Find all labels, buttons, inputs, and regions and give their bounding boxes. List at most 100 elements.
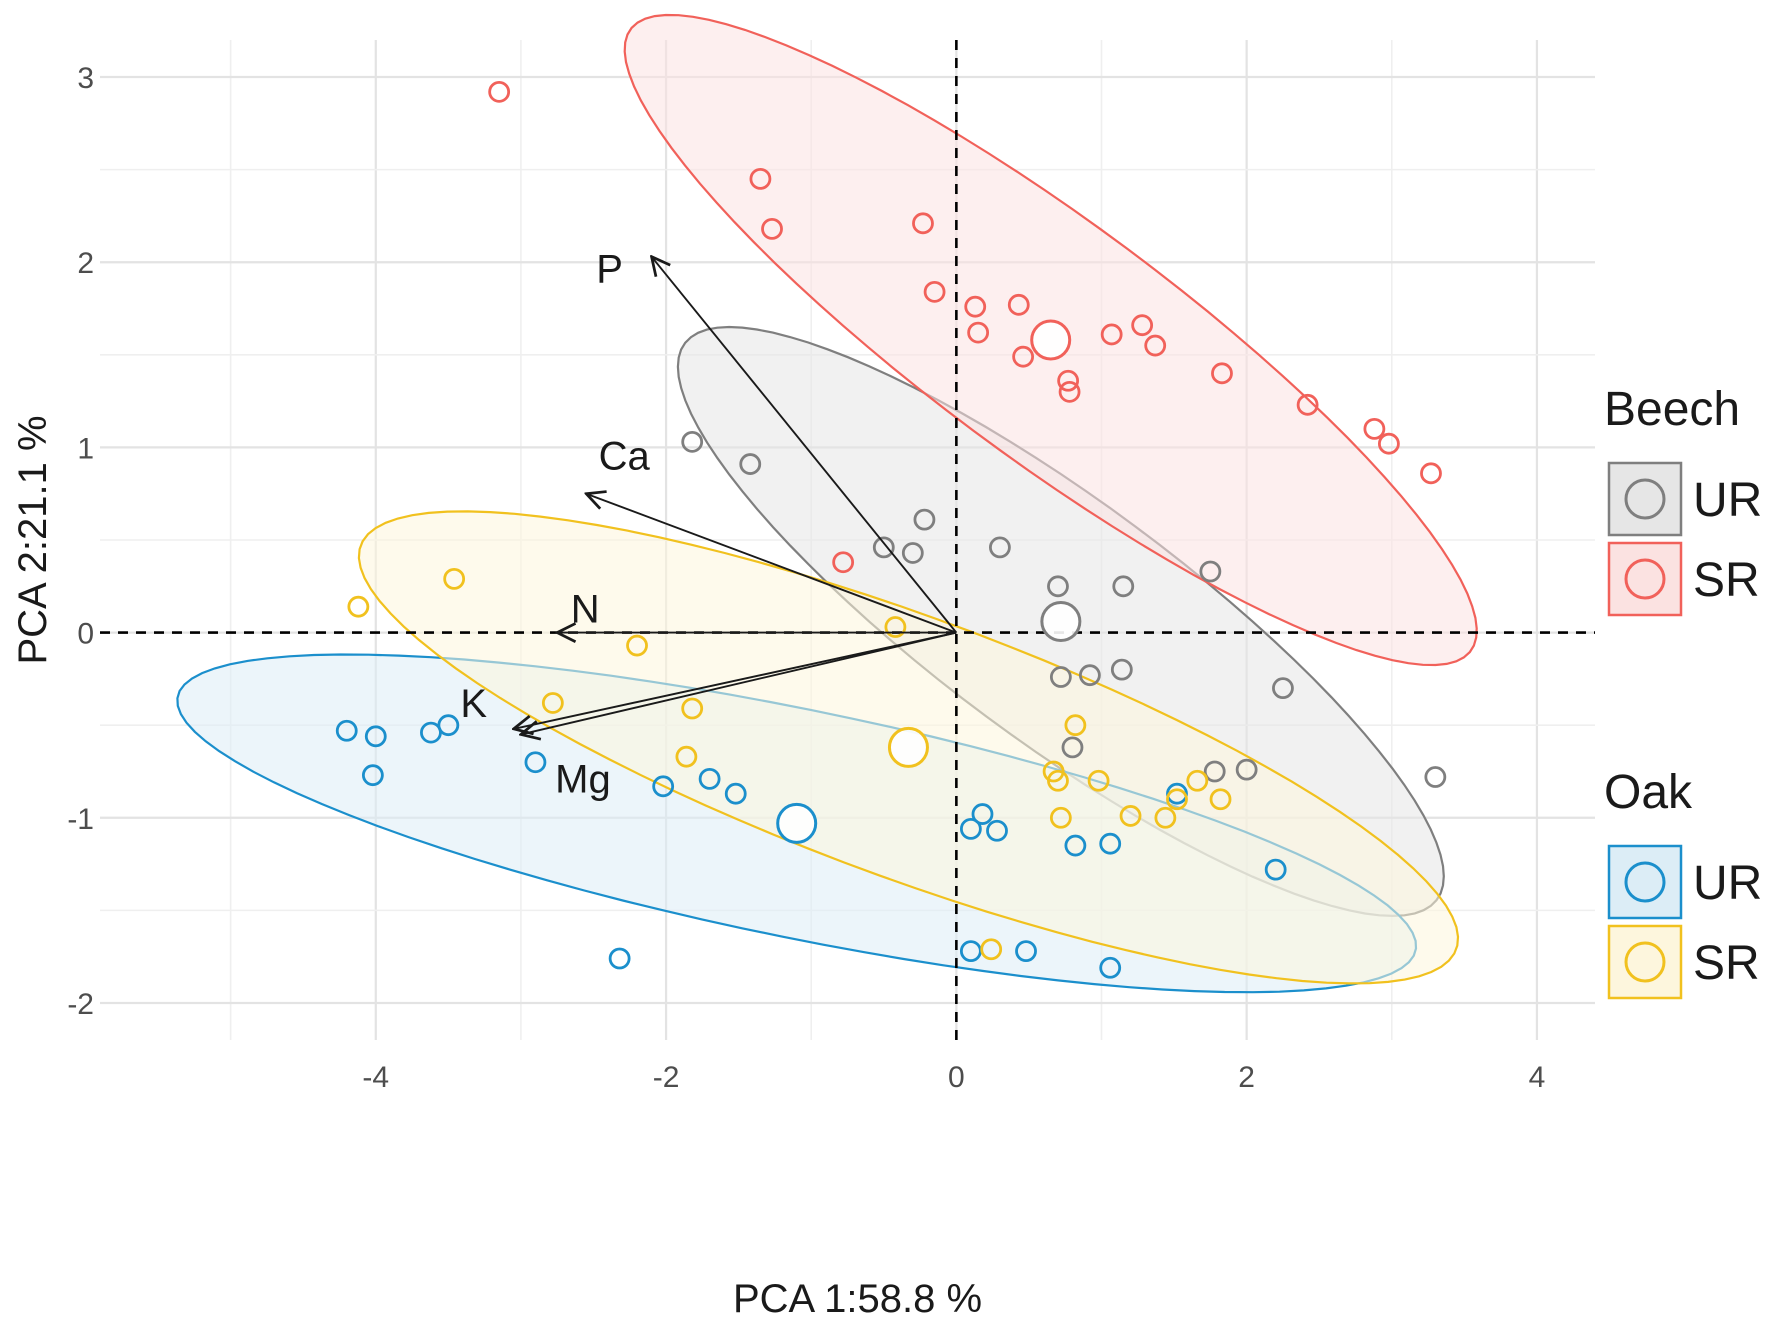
data-point-beech-ur: [1199, 560, 1222, 583]
data-point-oak-ur: [335, 719, 358, 742]
axes: -4 -2 0 2 4 3 2 1 0 -1 -2 PCA 1:58.8 % PCA 2:21.1 %: [11, 62, 1545, 1321]
data-point-beech-sr: [1211, 362, 1233, 385]
data-point-oak-ur: [1099, 956, 1122, 979]
x-tick-label: 2: [1238, 1061, 1255, 1094]
legend-key-oak-sr[interactable]: [1607, 924, 1683, 1000]
data-point-oak-ur: [971, 803, 994, 825]
data-point-oak-sr: [1209, 788, 1232, 811]
loading-label-k: K: [460, 682, 487, 726]
data-point-beech-sr: [1420, 462, 1442, 485]
data-point-oak-sr: [1154, 806, 1177, 829]
data-point-oak-ur: [361, 764, 384, 787]
x-tick-label: 0: [948, 1061, 965, 1094]
data-point-oak-sr: [443, 567, 466, 590]
data-point-beech-ur: [1112, 575, 1135, 598]
data-point-oak-sr: [1119, 805, 1142, 827]
y-tick-label: -1: [67, 803, 94, 836]
data-point-oak-ur: [724, 782, 747, 805]
data-point-oak-sr: [1186, 769, 1209, 792]
data-point-oak-sr: [681, 697, 704, 720]
loading-arrow-p: [652, 257, 958, 634]
data-point-beech-ur: [1049, 666, 1072, 688]
data-point-beech-sr: [967, 321, 990, 344]
legend-label-beech-sr[interactable]: SR: [1693, 554, 1760, 607]
data-point-oak-ur: [364, 725, 387, 748]
data-point-oak-ur: [1064, 834, 1087, 857]
data-point-oak-sr: [1047, 769, 1069, 792]
data-point-beech-sr: [923, 280, 946, 303]
data-point-beech-ur: [1203, 760, 1226, 783]
legend-title-oak: Oak: [1604, 766, 1693, 819]
data-point-oak-sr: [347, 595, 370, 618]
legend-key-symbol: [1624, 941, 1666, 983]
data-point-beech-ur: [989, 536, 1011, 559]
data-point-oak-sr: [626, 634, 648, 657]
centroid-beech-ur: [1040, 600, 1082, 642]
data-point-oak-sr: [1064, 714, 1087, 737]
data-point-beech-sr: [1144, 334, 1167, 357]
data-point-beech-sr: [964, 295, 987, 318]
data-point-oak-ur: [437, 714, 460, 737]
data-point-beech-ur: [1110, 658, 1133, 681]
x-tick-label: -4: [362, 1061, 389, 1094]
x-axis-title: PCA 1:58.8 %: [733, 1277, 982, 1321]
legend-title-beech: Beech: [1604, 383, 1740, 436]
data-point-beech-sr: [761, 217, 783, 240]
centroid-beech-sr: [1030, 319, 1072, 361]
loading-label-n: N: [571, 588, 600, 632]
data-point-oak-ur: [652, 775, 675, 798]
data-point-beech-sr: [1377, 432, 1400, 455]
legend-label-beech-ur[interactable]: UR: [1693, 474, 1762, 527]
data-point-oak-sr: [1049, 806, 1072, 829]
data-point-oak-sr: [1166, 788, 1188, 811]
data-point-beech-sr: [488, 80, 511, 103]
data-point-oak-ur: [1015, 940, 1037, 963]
data-point-oak-sr: [1087, 769, 1110, 792]
data-point-oak-sr: [675, 745, 698, 768]
loading-arrow-mg: [521, 631, 957, 735]
legend-key-symbol: [1624, 478, 1666, 520]
data-point-beech-ur: [1061, 736, 1084, 759]
data-point-beech-ur: [1235, 758, 1258, 781]
data-point-beech-sr: [1012, 345, 1035, 368]
legend-key-oak-ur[interactable]: [1607, 844, 1683, 920]
data-point-beech-ur: [913, 508, 936, 531]
data-point-beech-sr: [1057, 369, 1080, 392]
data-point-oak-ur: [1264, 858, 1287, 881]
data-point-beech-ur: [1047, 575, 1069, 598]
data-point-beech-ur: [1078, 664, 1101, 687]
data-point-beech-sr: [1007, 293, 1030, 316]
data-point-beech-sr: [832, 551, 855, 574]
data-point-beech-ur: [739, 453, 762, 475]
data-point-beech-sr: [1058, 380, 1081, 403]
data-point-beech-ur: [1424, 766, 1447, 788]
x-tick-label: -2: [653, 1061, 680, 1094]
y-axis-title: PCA 2:21.1 %: [11, 415, 55, 664]
data-point-oak-sr: [980, 938, 1003, 961]
loading-label-ca: Ca: [599, 435, 651, 479]
y-tick-label: -2: [67, 988, 94, 1021]
legend-key-beech-sr[interactable]: [1607, 541, 1683, 617]
legend-key-symbol: [1624, 558, 1666, 600]
data-point-oak-ur: [1099, 832, 1122, 855]
data-point-beech-sr: [1131, 314, 1154, 337]
loading-label-p: P: [596, 248, 623, 292]
legend-label-oak-ur[interactable]: UR: [1693, 857, 1762, 910]
confidence-ellipses: [176, 13, 1478, 994]
data-point-oak-ur: [1166, 782, 1188, 805]
loading-arrow-k: [514, 631, 957, 729]
y-tick-label: 0: [77, 618, 94, 651]
data-point-beech-ur: [901, 542, 924, 564]
x-tick-label: 4: [1529, 1061, 1546, 1094]
centroid-oak-ur: [776, 802, 818, 844]
data-point-oak-ur: [524, 751, 547, 774]
y-tick-label: 2: [77, 247, 94, 280]
loading-vectors: P Ca N K Mg: [460, 248, 958, 801]
data-point-beech-sr: [912, 212, 934, 235]
legend-key-beech-ur[interactable]: [1607, 461, 1683, 537]
legend-label-oak-sr[interactable]: SR: [1693, 937, 1760, 990]
loading-label-mg: Mg: [555, 757, 611, 801]
centroid-oak-sr: [887, 726, 929, 768]
